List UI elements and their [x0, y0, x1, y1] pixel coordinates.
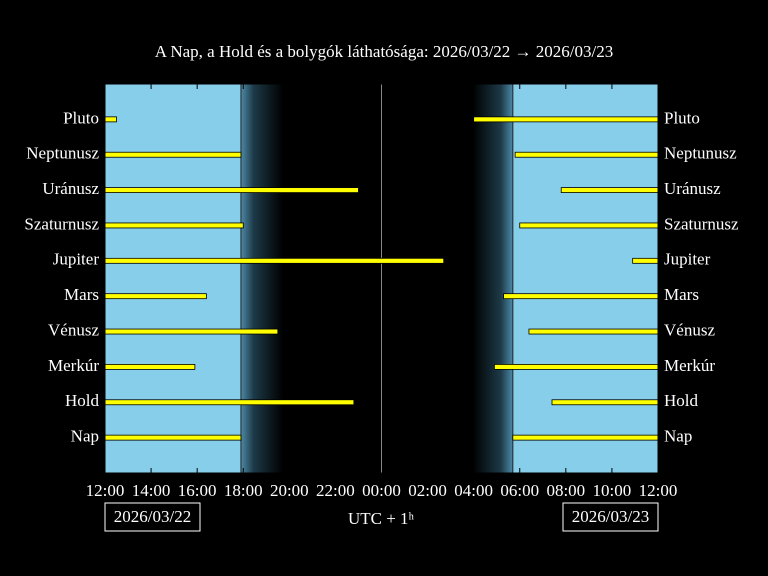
twilight — [472, 84, 513, 473]
x-tick-label: 12:00 — [639, 481, 678, 500]
row-label: Merkúr — [664, 356, 715, 375]
row-label: Jupiter — [664, 250, 711, 269]
x-tick-label: 20:00 — [270, 481, 309, 500]
row-label: Vénusz — [48, 320, 99, 339]
day — [512, 84, 658, 473]
visibility-bar — [551, 399, 659, 406]
row-label: Hold — [65, 391, 100, 410]
visibility-bar — [632, 257, 659, 264]
date-label: 2026/03/22 — [114, 507, 191, 526]
visibility-bar — [104, 151, 242, 158]
row-label: Jupiter — [53, 250, 100, 269]
x-tick-label: 14:00 — [132, 481, 171, 500]
twilight — [240, 84, 283, 473]
x-tick-label: 06:00 — [500, 481, 539, 500]
row-label: Mars — [664, 285, 699, 304]
x-tick-label: 00:00 — [362, 481, 401, 500]
visibility-bar — [104, 328, 279, 335]
date-label: 2026/03/23 — [572, 507, 649, 526]
row-label: Hold — [664, 391, 699, 410]
row-label: Szaturnusz — [664, 214, 739, 233]
visibility-bar — [528, 328, 659, 335]
visibility-bar — [494, 364, 659, 370]
visibility-bar — [104, 222, 244, 229]
visibility-bar — [503, 293, 659, 300]
row-label: Merkúr — [48, 356, 99, 375]
visibility-bar — [104, 364, 196, 370]
visibility-bar — [104, 293, 207, 300]
row-label: Pluto — [63, 108, 99, 127]
visibility-bar — [104, 257, 445, 264]
visibility-bar — [519, 222, 659, 229]
x-tick-label: 10:00 — [593, 481, 632, 500]
x-tick-label: 16:00 — [178, 481, 217, 500]
visibility-bar — [560, 187, 659, 193]
row-label: Neptunusz — [664, 144, 737, 163]
row-label: Pluto — [664, 108, 700, 127]
visibility-bar — [104, 434, 242, 441]
x-tick-label: 08:00 — [546, 481, 585, 500]
x-tick-label: 04:00 — [454, 481, 493, 500]
row-label: Szaturnusz — [24, 214, 99, 233]
row-label: Nap — [71, 427, 99, 446]
x-tick-label: 02:00 — [408, 481, 447, 500]
x-tick-label: 12:00 — [86, 481, 125, 500]
date-box — [104, 502, 201, 532]
x-axis-label: UTC + 1ʰ — [348, 509, 415, 528]
date-box — [562, 502, 659, 532]
plot-area — [104, 83, 659, 474]
visibility-bar — [104, 116, 117, 123]
chart-title: A Nap, a Hold és a bolygók láthatósága: … — [155, 42, 613, 61]
row-label: Neptunusz — [26, 144, 99, 163]
visibility-bar — [512, 434, 659, 441]
row-label: Vénusz — [664, 320, 715, 339]
visibility-bar — [473, 116, 659, 123]
visibility-bar — [104, 399, 355, 406]
visibility-bar — [514, 151, 659, 158]
plot-frame — [104, 83, 659, 474]
visibility-bar — [104, 187, 359, 193]
row-label: Nap — [664, 427, 692, 446]
row-label: Uránusz — [42, 179, 99, 198]
x-tick-label: 22:00 — [316, 481, 355, 500]
row-label: Uránusz — [664, 179, 721, 198]
x-tick-label: 18:00 — [224, 481, 263, 500]
row-label: Mars — [64, 285, 99, 304]
day — [105, 84, 241, 473]
